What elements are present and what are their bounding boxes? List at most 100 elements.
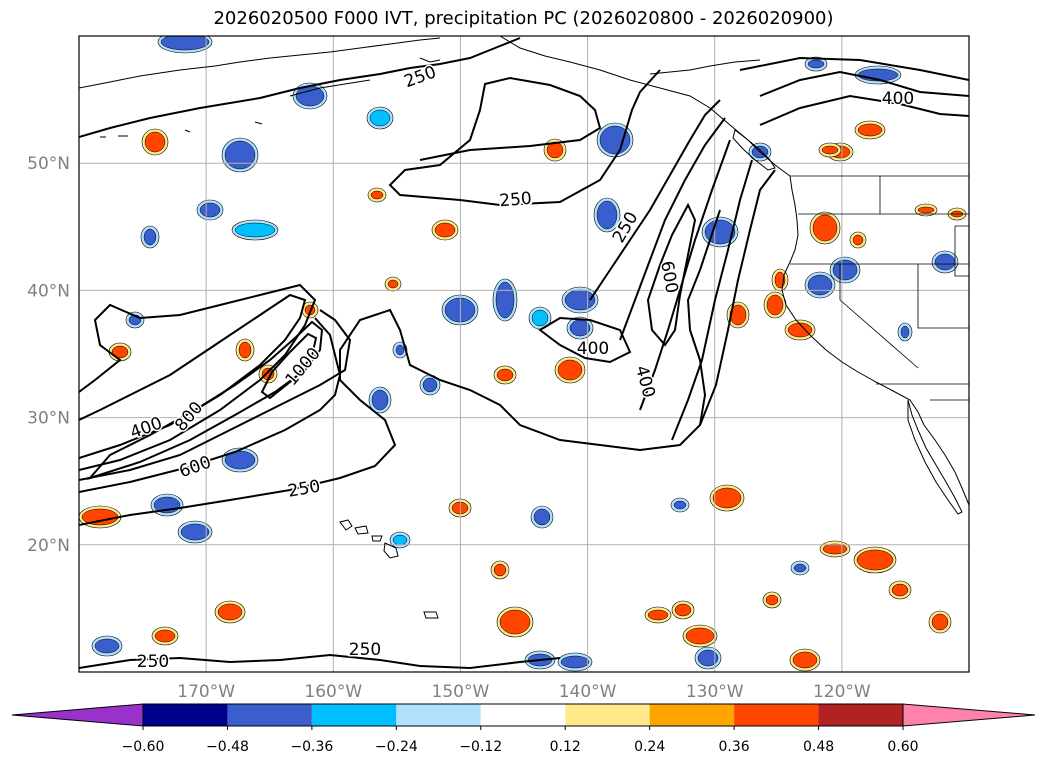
contour-label: 250 <box>499 189 533 212</box>
precip-anomaly-core <box>917 206 935 214</box>
precip-anomaly-core <box>891 583 909 597</box>
colorbar-segment <box>818 704 903 726</box>
precip-anomaly-core <box>934 253 956 271</box>
precipitation-anomaly-field <box>79 36 967 672</box>
colorbar-tick-label: 0.12 <box>550 739 581 755</box>
precip-anomaly-core <box>94 638 120 654</box>
precip-anomaly-core <box>674 603 692 617</box>
colorbar-frame <box>142 703 904 727</box>
precip-anomaly-core <box>647 609 669 621</box>
contour-label: 250 <box>137 652 169 672</box>
colorbar-tick-label: −0.60 <box>122 739 165 755</box>
colorbar-tick-label: −0.24 <box>375 739 418 755</box>
colorbar-extend-min <box>11 703 144 727</box>
precip-anomaly-core <box>852 234 864 246</box>
precip-anomaly-core <box>765 594 779 606</box>
colorbar-tick-label: −0.12 <box>459 739 502 755</box>
ivt-contours <box>79 37 969 670</box>
longitude-label: 160°W <box>304 682 362 702</box>
precip-anomaly-core <box>495 281 515 319</box>
precip-anomaly-core <box>812 214 838 242</box>
precip-anomaly-core <box>557 359 583 381</box>
colorbar-segment <box>311 704 397 726</box>
latitude-label: 50°N <box>27 154 70 174</box>
precip-anomaly-core <box>499 609 531 635</box>
contour-label: 400 <box>882 89 914 109</box>
precip-anomaly-core <box>154 629 176 643</box>
contour-label: 400 <box>577 339 609 359</box>
colorbar-tick-label: 0.36 <box>719 739 750 755</box>
graticule <box>79 36 969 672</box>
colorbar-segment <box>396 704 481 726</box>
colorbar-segment <box>649 704 735 726</box>
precip-anomaly-core <box>422 377 438 393</box>
precip-anomaly-core <box>199 202 221 218</box>
precip-anomaly-core <box>822 543 848 555</box>
latitude-labels: 50°N 40°N 30°N 20°N <box>27 154 70 556</box>
precip-anomaly-core <box>371 389 389 411</box>
precip-anomaly-core <box>234 222 276 238</box>
precip-anomaly-core <box>569 319 591 337</box>
precip-anomaly-core <box>238 341 252 359</box>
precip-anomaly-core <box>697 649 719 667</box>
map-frame <box>78 35 970 673</box>
colorbar-segment <box>227 704 312 726</box>
precip-anomaly-core <box>596 200 618 230</box>
longitude-label: 120°W <box>813 682 871 702</box>
precip-anomaly-core <box>712 487 742 509</box>
precip-anomaly-core <box>931 613 949 631</box>
chart-title: 2026020500 F000 IVT, precipitation PC (2… <box>213 8 834 29</box>
map-panel <box>79 36 969 672</box>
contour-label: 250 <box>349 640 381 660</box>
precip-anomaly-core <box>685 627 715 645</box>
precip-anomaly-core <box>766 294 784 316</box>
precip-anomaly-core <box>392 534 408 546</box>
colorbar-extend-max <box>902 703 1036 727</box>
precip-anomaly-core <box>496 368 514 382</box>
precip-anomaly-core <box>111 345 129 359</box>
precip-anomaly-core <box>217 603 243 621</box>
precip-anomaly-core <box>295 85 325 107</box>
colorbar-tick-label: −0.36 <box>290 739 333 755</box>
colorbar-tick-label: 0.48 <box>803 739 834 755</box>
colorbar-tick-label: −0.48 <box>206 739 249 755</box>
longitude-label: 170°W <box>177 682 235 702</box>
precip-anomaly-core <box>807 274 833 296</box>
precip-anomaly-core <box>787 322 813 338</box>
precip-anomaly-core <box>856 549 894 571</box>
precip-anomaly-core <box>434 222 456 238</box>
precip-anomaly-core <box>224 450 256 470</box>
precip-anomaly-core <box>792 651 818 669</box>
precip-anomaly-core <box>599 125 631 155</box>
longitude-label: 140°W <box>559 682 617 702</box>
colorbar-tick-label: 0.24 <box>634 739 665 755</box>
precip-anomaly-core <box>821 145 839 155</box>
precip-anomaly-core <box>673 500 687 510</box>
precip-anomaly-core <box>533 508 551 526</box>
precip-anomaly-core <box>387 279 399 289</box>
precip-anomaly-core <box>369 109 391 127</box>
colorbar-segment <box>565 704 650 726</box>
precip-anomaly-core <box>144 131 166 153</box>
precip-anomaly-core <box>395 344 405 356</box>
precip-anomaly-core <box>493 563 507 577</box>
contour-label: 250 <box>500 189 534 212</box>
precip-anomaly-core <box>180 523 210 541</box>
precip-anomaly-core <box>224 140 256 170</box>
coastlines <box>79 36 969 619</box>
colorbar-segment <box>480 704 566 726</box>
precip-anomaly-core <box>704 219 736 245</box>
colorbar <box>11 703 1036 730</box>
colorbar-segment <box>143 704 228 726</box>
latitude-label: 30°N <box>27 409 70 429</box>
colorbar-tick-label: 0.60 <box>887 739 918 755</box>
longitude-label: 150°W <box>432 682 490 702</box>
precip-anomaly-core <box>370 190 384 200</box>
precip-anomaly-core <box>857 123 883 137</box>
longitude-label: 130°W <box>686 682 744 702</box>
precip-anomaly-core <box>560 655 590 669</box>
precip-anomaly-core <box>143 228 157 246</box>
latitude-label: 20°N <box>27 536 70 556</box>
precip-anomaly-core <box>832 259 858 281</box>
